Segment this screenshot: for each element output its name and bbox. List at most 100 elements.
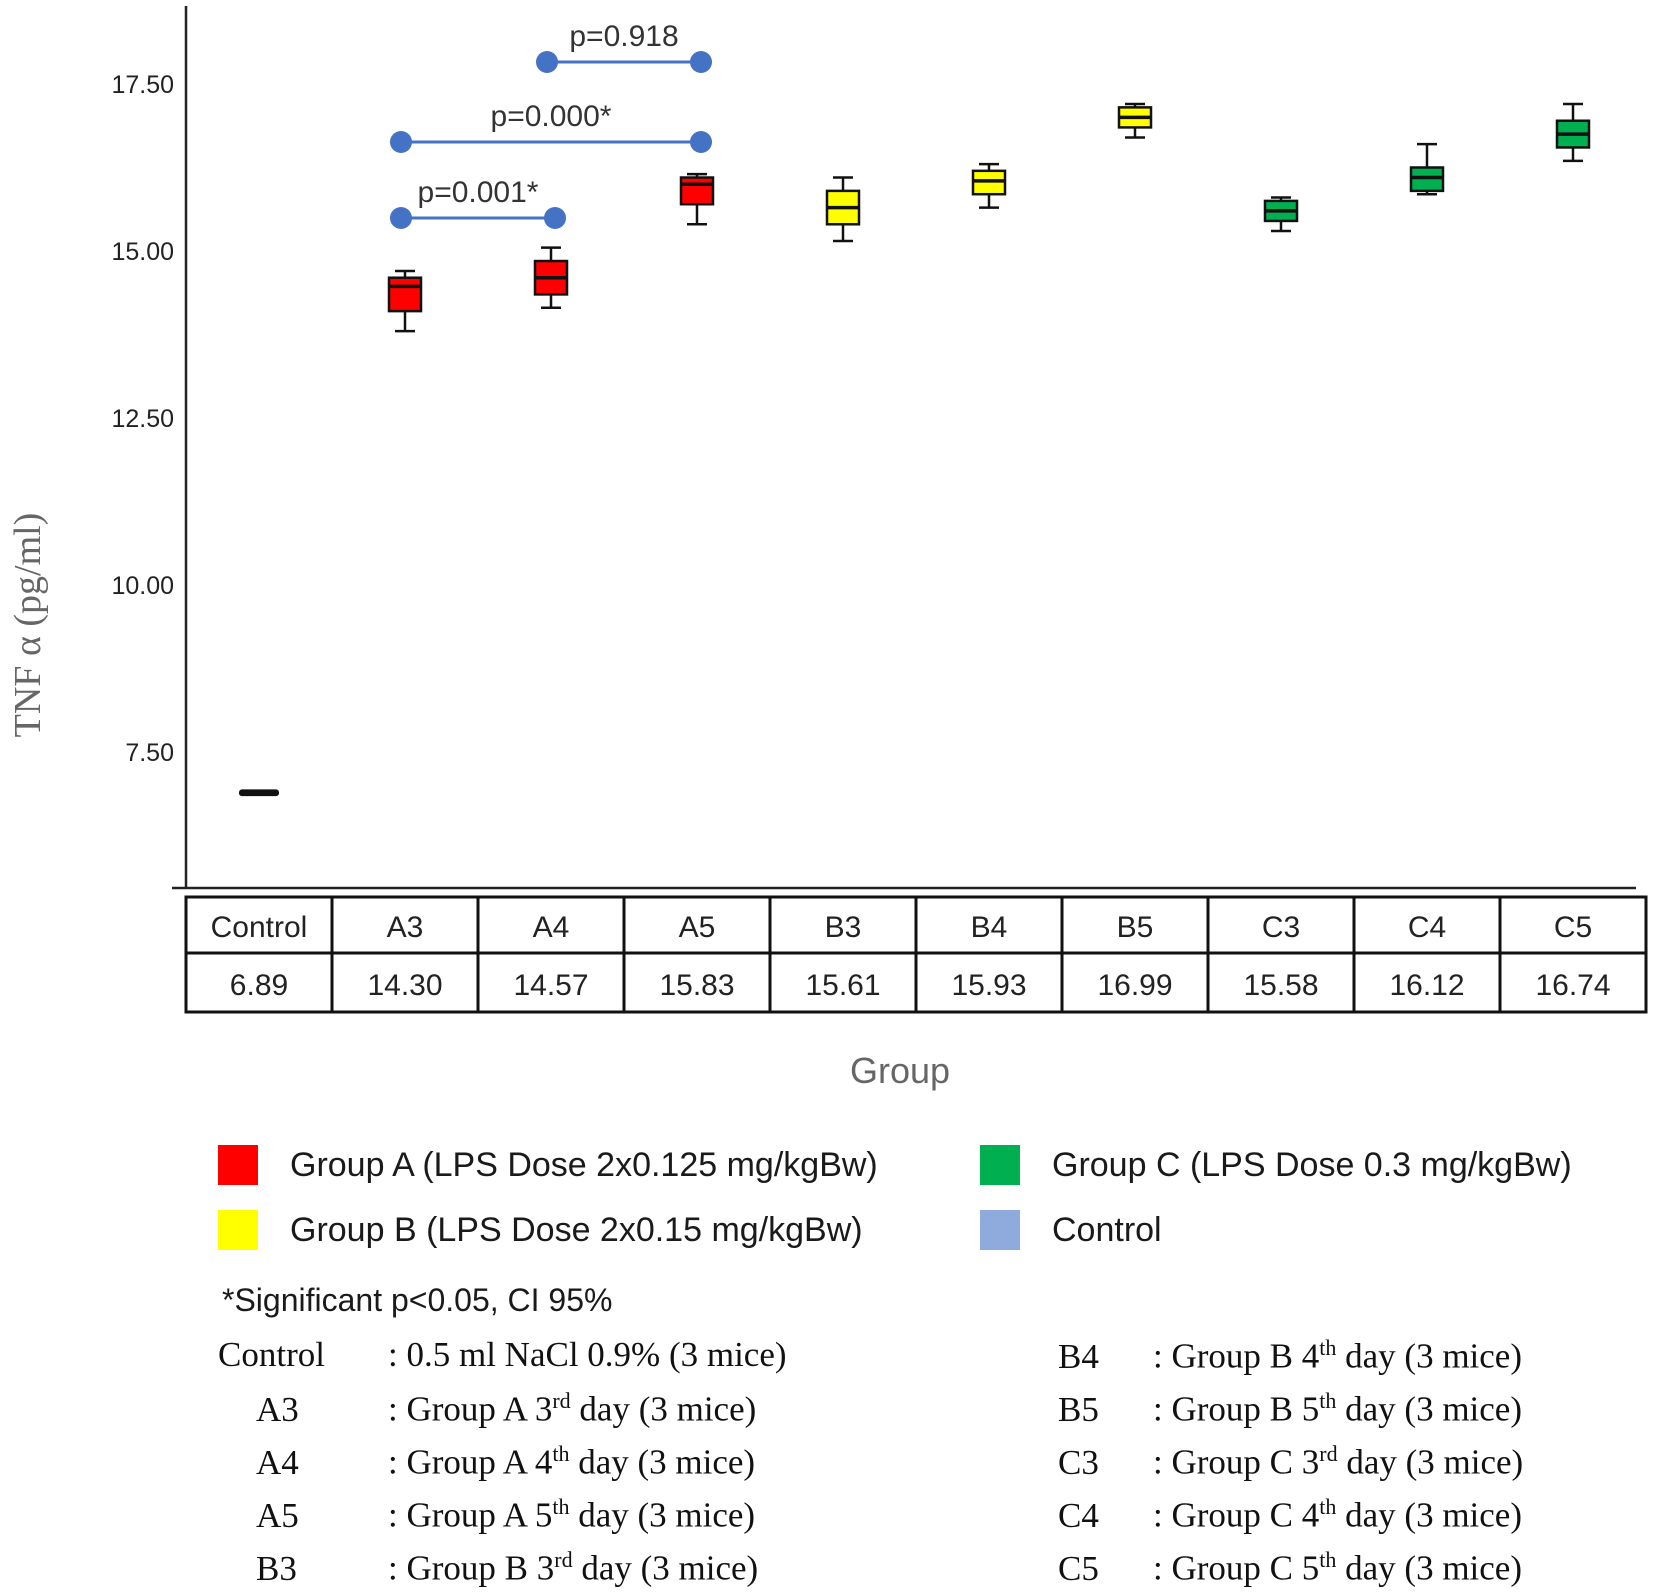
table-value-cell: 16.74 — [1535, 969, 1610, 1002]
table-header-cell: A3 — [387, 911, 424, 944]
definition-text: : Group B 4 — [1153, 1336, 1320, 1376]
definition-text: : Group C 3 — [1153, 1442, 1320, 1482]
definition-code: B5 — [1058, 1389, 1099, 1429]
table-value-cell: 14.57 — [513, 969, 588, 1002]
definition-b4: B4 : Group B 4th day (3 mice) — [1058, 1335, 1522, 1377]
definition-code: A5 — [256, 1495, 299, 1535]
legend-swatch-group-c — [980, 1145, 1020, 1185]
definition-a5: A5: Group A 5th day (3 mice) — [218, 1494, 755, 1536]
axes — [172, 6, 1636, 890]
definition-ordinal-suffix: th — [552, 1494, 570, 1519]
box-a4 — [533, 246, 569, 310]
definition-text-tail: day (3 mice) — [569, 1442, 756, 1482]
definition-text-tail: day (3 mice) — [1337, 1442, 1524, 1482]
y-tick-label: 12.50 — [111, 405, 174, 433]
bracket-end-dot — [690, 51, 712, 73]
definition-text-tail: day (3 mice) — [570, 1389, 757, 1429]
box-b5 — [1117, 102, 1153, 139]
definition-text-tail: day (3 mice) — [572, 1548, 759, 1588]
table-header-cell: A4 — [533, 911, 570, 944]
bracket-end-dot — [690, 131, 712, 153]
boxplot-chart: 7.50 10.00 12.50 15.00 17.50 TNF α (pg/ml) p… — [7, 6, 1648, 1091]
y-tick-label: 7.50 — [125, 739, 174, 767]
table-value-cell: 15.61 — [805, 969, 880, 1002]
x-axis-title: Group — [850, 1050, 950, 1091]
definition-text-tail: day (3 mice) — [1336, 1336, 1522, 1376]
value-table: Control 6.89 A3 14.30 A4 14.57 A5 15.83 B3 15.61 B… — [184, 895, 1648, 1014]
box-a3 — [387, 269, 423, 333]
y-tick-labels: 7.50 10.00 12.50 15.00 17.50 — [111, 71, 174, 767]
p-value-label: p=0.918 — [569, 20, 678, 53]
y-axis-title: TNF α (pg/ml) — [7, 513, 49, 738]
box-b4 — [971, 162, 1007, 209]
definition-text: : Group A 3 — [388, 1389, 553, 1429]
definition-ordinal-suffix: rd — [1319, 1441, 1338, 1466]
definition-text: : 0.5 ml NaCl 0.9% (3 mice) — [388, 1335, 787, 1374]
definition-c3: C3: Group C 3rd day (3 mice) — [1058, 1441, 1523, 1483]
definition-text: : Group B 5 — [1153, 1389, 1320, 1429]
definition-text: : Group C 4 — [1153, 1495, 1320, 1535]
legend-item-control: Control — [980, 1210, 1162, 1250]
table-header-cell: A5 — [679, 911, 716, 944]
p-value-label: p=0.001* — [418, 176, 539, 209]
legend-label-group-c: Group C (LPS Dose 0.3 mg/kgBw) — [1052, 1145, 1572, 1184]
bracket-end-dot — [390, 207, 412, 229]
definition-ordinal-suffix: th — [1319, 1494, 1337, 1519]
box-a5 — [679, 172, 715, 226]
box-body — [679, 176, 715, 206]
box-c5 — [1555, 102, 1591, 163]
bracket-a4-a5: p=0.918 — [536, 20, 712, 73]
bracket-end-dot — [390, 131, 412, 153]
bracket-end-dot — [536, 51, 558, 73]
box-body — [239, 789, 279, 797]
significance-brackets: p=0.001* p=0.000* p=0.918 — [390, 20, 712, 229]
definition-code: B4 — [1058, 1336, 1099, 1376]
y-tick-label: 15.00 — [111, 238, 174, 266]
definition-text: : Group B 3 — [388, 1548, 555, 1588]
table-header-cell: B5 — [1117, 911, 1154, 944]
definition-code: Control — [218, 1335, 325, 1374]
table-value-cell: 16.99 — [1097, 969, 1172, 1002]
table-value-cell: 14.30 — [367, 969, 442, 1002]
definition-control: Control : 0.5 ml NaCl 0.9% (3 mice) — [218, 1335, 787, 1375]
box-series — [239, 102, 1591, 797]
definition-c4: C4 : Group C 4th day (3 mice) — [1058, 1494, 1522, 1536]
significance-note: *Significant p<0.05, CI 95% — [222, 1282, 613, 1318]
definition-c5: C5: Group C 5th day (3 mice) — [1058, 1547, 1522, 1589]
definition-a3: A3: Group A 3rd day (3 mice) — [218, 1388, 756, 1430]
legend-label-group-a: Group A (LPS Dose 2x0.125 mg/kgBw) — [290, 1145, 878, 1184]
definition-code: B3 — [256, 1548, 297, 1588]
legend-item-group-c: Group C (LPS Dose 0.3 mg/kgBw) — [980, 1145, 1572, 1185]
table-value-cell: 15.83 — [659, 969, 734, 1002]
definition-ordinal-suffix: th — [1319, 1335, 1337, 1360]
y-tick-label: 17.50 — [111, 71, 174, 99]
box-body — [387, 276, 423, 313]
definition-code: A3 — [256, 1389, 299, 1429]
definition-ordinal-suffix: th — [552, 1441, 570, 1466]
definition-text-tail: day (3 mice) — [1336, 1548, 1522, 1588]
definition-text: : Group A 5 — [388, 1495, 553, 1535]
definition-ordinal-suffix: th — [1319, 1388, 1337, 1413]
legend-label-control: Control — [1052, 1210, 1162, 1249]
legend-swatch-group-b — [218, 1210, 258, 1250]
bracket-end-dot — [544, 207, 566, 229]
legend-label-group-b: Group B (LPS Dose 2x0.15 mg/kgBw) — [290, 1210, 863, 1249]
box-b3 — [825, 176, 861, 243]
legend-item-group-a: Group A (LPS Dose 2x0.125 mg/kgBw) — [218, 1145, 878, 1185]
bracket-a3-a5: p=0.000* — [390, 100, 712, 153]
definition-text: : Group C 5 — [1153, 1548, 1320, 1588]
table-header-cell: C4 — [1408, 911, 1446, 944]
definition-code: C4 — [1058, 1495, 1099, 1535]
p-value-label: p=0.000* — [491, 100, 612, 133]
definition-text-tail: day (3 mice) — [1336, 1495, 1522, 1535]
table-header-cell: C5 — [1554, 911, 1592, 944]
legend-swatch-group-a — [218, 1145, 258, 1185]
definition-code: C5 — [1058, 1548, 1099, 1588]
y-tick-label: 10.00 — [111, 572, 174, 600]
definition-text: : Group A 4 — [388, 1442, 553, 1482]
definition-b5: B5: Group B 5th day (3 mice) — [1058, 1388, 1522, 1430]
legend: Group A (LPS Dose 2x0.125 mg/kgBw) Group… — [0, 1130, 1654, 1592]
legend-swatch-control — [980, 1210, 1020, 1250]
table-value-cell: 15.93 — [951, 969, 1026, 1002]
table-header-cell: B3 — [825, 911, 862, 944]
